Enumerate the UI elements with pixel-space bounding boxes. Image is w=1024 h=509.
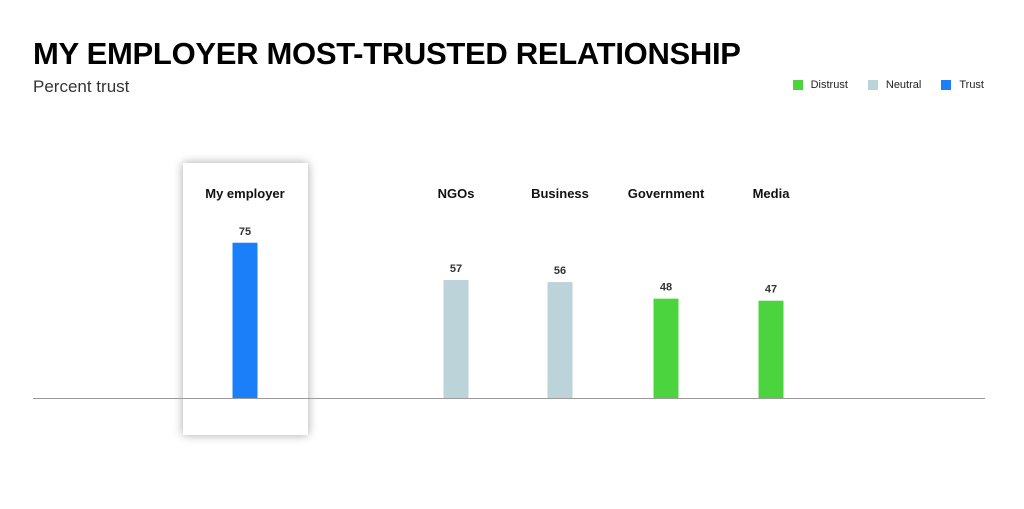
legend-label-distrust: Distrust: [810, 79, 848, 91]
legend-item-trust: Trust: [941, 79, 984, 91]
category-label-my-employer: My employer: [205, 186, 284, 201]
bar-media: [758, 300, 784, 398]
category-label-government: Government: [628, 186, 705, 201]
legend-item-distrust: Distrust: [792, 79, 848, 91]
bar-ngos: [443, 280, 469, 398]
chart-legend: Distrust Neutral Trust: [792, 79, 984, 91]
bar-my-employer: [232, 242, 258, 398]
category-label-ngos: NGOs: [438, 186, 475, 201]
bar-government: [653, 298, 679, 398]
chart-title: MY EMPLOYER MOST-TRUSTED RELATIONSHIP: [33, 36, 741, 71]
legend-swatch-distrust: [792, 80, 803, 90]
category-label-business: Business: [531, 186, 589, 201]
legend-swatch-trust: [941, 80, 952, 90]
value-label-ngos: 57: [450, 263, 462, 275]
bar-business: [547, 282, 573, 398]
value-label-media: 47: [765, 284, 777, 296]
bars-layer: My employer 75 NGOs 57 Business 56 Government 4…: [205, 186, 790, 398]
category-label-media: Media: [753, 186, 791, 201]
value-label-government: 48: [660, 282, 672, 294]
value-label-business: 56: [554, 265, 566, 277]
legend-label-neutral: Neutral: [885, 79, 922, 91]
chart-subtitle: Percent trust: [33, 77, 130, 96]
legend-label-trust: Trust: [959, 79, 984, 91]
legend-item-neutral: Neutral: [867, 79, 922, 91]
legend-swatch-neutral: [867, 80, 878, 90]
value-label-my-employer: 75: [239, 226, 251, 238]
